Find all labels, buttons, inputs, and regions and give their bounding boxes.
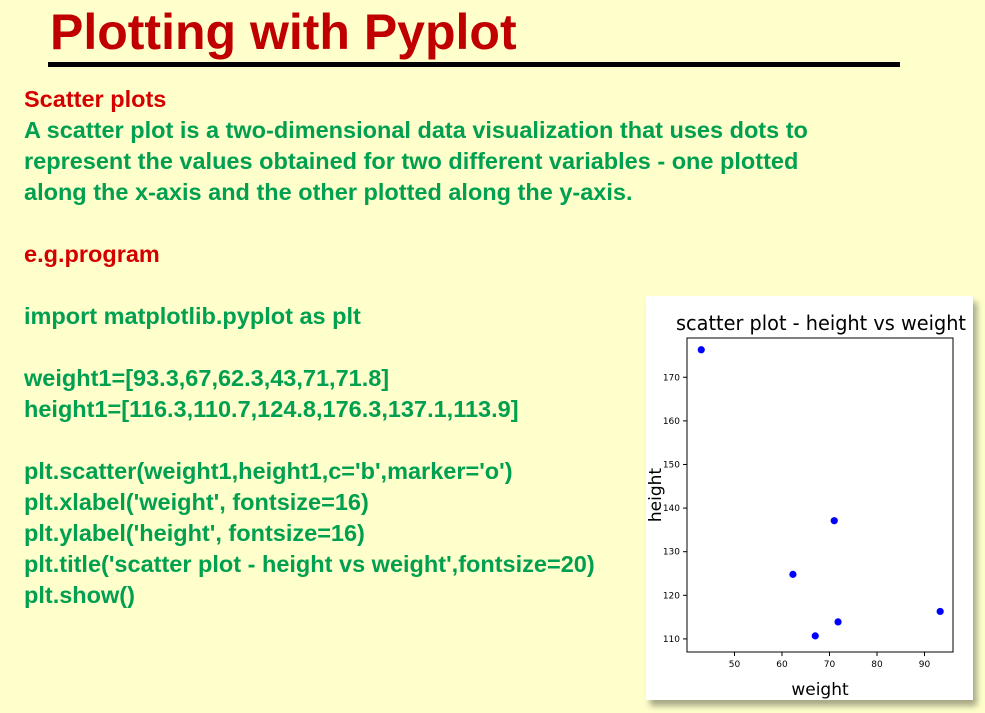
code-import-line: import matplotlib.pyplot as plt bbox=[24, 303, 361, 329]
example-label: e.g.program bbox=[24, 241, 160, 267]
y-axis-label: height bbox=[646, 468, 666, 523]
slide-body: Scatter plots A scatter plot is a two-di… bbox=[24, 84, 904, 611]
x-axis-ticks: 50 60 70 80 90 bbox=[729, 652, 931, 670]
code-scatter-line: plt.scatter(weight1,height1,c='b',marker… bbox=[24, 458, 513, 484]
x-tick-label: 60 bbox=[776, 660, 788, 670]
title-underline bbox=[48, 62, 900, 67]
code-xlabel-line: plt.xlabel('weight', fontsize=16) bbox=[24, 489, 369, 515]
y-axis-ticks: 110 120 130 140 150 160 170 bbox=[663, 373, 687, 645]
slide-title: Plotting with Pyplot bbox=[50, 4, 517, 60]
scatter-chart-panel: scatter plot - height vs weight 50 60 70 80… bbox=[646, 296, 973, 700]
scatter-points bbox=[697, 346, 944, 640]
code-height-line: height1=[116.3,110.7,124.8,176.3,137.1,1… bbox=[24, 396, 519, 422]
scatter-point bbox=[834, 618, 842, 626]
scatter-point bbox=[697, 346, 705, 354]
description-line-1: A scatter plot is a two-dimensional data… bbox=[24, 117, 808, 143]
x-tick-label: 50 bbox=[729, 660, 741, 670]
code-ylabel-line: plt.ylabel('height', fontsize=16) bbox=[24, 520, 365, 546]
scatter-point bbox=[789, 570, 797, 578]
y-tick-label: 120 bbox=[663, 591, 680, 601]
description-line-3: along the x-axis and the other plotted a… bbox=[24, 179, 633, 205]
y-tick-label: 150 bbox=[663, 460, 680, 470]
x-tick-label: 80 bbox=[871, 660, 883, 670]
x-tick-label: 70 bbox=[824, 660, 836, 670]
x-axis-label: weight bbox=[791, 680, 849, 700]
scatter-point bbox=[830, 517, 838, 525]
y-tick-label: 170 bbox=[663, 373, 680, 383]
y-tick-label: 110 bbox=[663, 635, 680, 645]
y-tick-label: 160 bbox=[663, 417, 680, 427]
chart-title: scatter plot - height vs weight bbox=[676, 311, 966, 335]
scatter-point bbox=[936, 607, 944, 616]
description-line-2: represent the values obtained for two di… bbox=[24, 148, 799, 174]
scatter-chart: scatter plot - height vs weight 50 60 70 80… bbox=[646, 311, 966, 700]
y-tick-label: 130 bbox=[663, 548, 680, 558]
x-tick-label: 90 bbox=[919, 660, 931, 670]
scatter-point bbox=[811, 632, 819, 640]
y-tick-label: 140 bbox=[663, 504, 680, 514]
code-show-line: plt.show() bbox=[24, 582, 135, 608]
code-weight-line: weight1=[93.3,67,62.3,43,71,71.8] bbox=[24, 365, 390, 391]
plot-area bbox=[686, 337, 954, 653]
section-heading: Scatter plots bbox=[24, 86, 167, 112]
code-title-line: plt.title('scatter plot - height vs weig… bbox=[24, 551, 595, 577]
